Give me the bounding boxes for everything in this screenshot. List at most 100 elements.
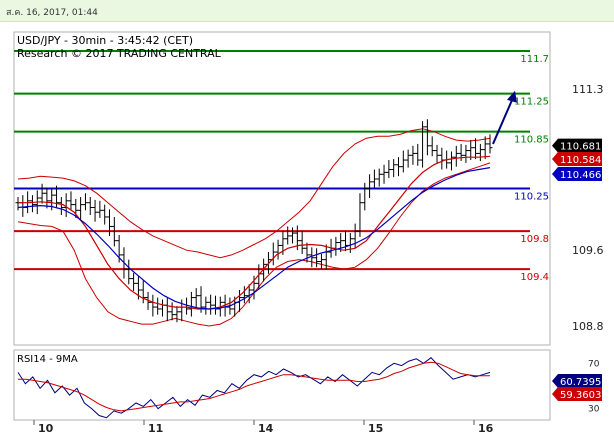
price-bar bbox=[78, 197, 84, 220]
price-bar bbox=[44, 187, 50, 209]
price-bar bbox=[386, 160, 392, 179]
price-bar bbox=[174, 306, 180, 323]
level-label-3: 110.25 bbox=[514, 192, 549, 203]
rsi-y-tick-label-1: 30 bbox=[588, 405, 600, 415]
price-bar bbox=[482, 136, 488, 160]
price-bar bbox=[434, 144, 440, 163]
price-bar bbox=[275, 239, 281, 260]
chart-subtitle: Research © 2017 TRADING CENTRAL bbox=[17, 47, 222, 60]
price-bar bbox=[420, 121, 426, 168]
level-label-0: 111.7 bbox=[520, 54, 549, 65]
price-bar bbox=[203, 296, 209, 315]
price-bar bbox=[338, 233, 344, 253]
price-bar bbox=[318, 253, 324, 270]
price-bar bbox=[314, 248, 320, 268]
price-bar bbox=[261, 258, 267, 282]
rsi-series-line-0 bbox=[17, 357, 491, 419]
price-bar bbox=[477, 143, 483, 161]
forecast-arrow-head bbox=[507, 90, 517, 103]
price-bar bbox=[343, 231, 349, 252]
price-bar bbox=[410, 145, 416, 165]
price-bar bbox=[448, 151, 454, 171]
level-label-5: 109.4 bbox=[520, 272, 549, 283]
level-label-1: 111.25 bbox=[514, 97, 549, 108]
ma-blue-line bbox=[17, 167, 491, 310]
price-bar bbox=[140, 280, 146, 304]
price-bar bbox=[299, 231, 305, 254]
price-bar bbox=[371, 169, 377, 188]
price-bar bbox=[39, 183, 45, 204]
price-tag-2-bg bbox=[552, 167, 602, 181]
price-tag-1-bg bbox=[552, 152, 602, 166]
price-bar bbox=[92, 199, 98, 222]
price-bar bbox=[473, 138, 479, 160]
price-bar bbox=[391, 159, 397, 178]
price-bar bbox=[68, 191, 74, 211]
x-tick-label-0: 10 bbox=[38, 422, 54, 435]
price-bar bbox=[285, 226, 291, 245]
price-bar bbox=[87, 197, 93, 216]
price-bar bbox=[29, 195, 35, 213]
price-bar bbox=[357, 193, 363, 237]
rsi-value-tag-1: 59.3603 bbox=[552, 387, 602, 401]
x-tick-label-3: 15 bbox=[368, 422, 383, 435]
price-bar bbox=[208, 294, 214, 315]
price-bar bbox=[290, 227, 296, 244]
upper-band-line bbox=[17, 128, 491, 259]
price-bar bbox=[131, 272, 137, 291]
rsi-value-tag-0-text: 60.7395 bbox=[560, 377, 601, 388]
forecast-arrow-shaft bbox=[492, 97, 514, 145]
ma-red-line bbox=[18, 155, 491, 310]
timestamp: ส.ค. 16, 2017, 01:44 bbox=[6, 8, 98, 18]
y-tick-label-1: 109.6 bbox=[572, 244, 604, 257]
price-bar bbox=[188, 291, 194, 317]
price-bar bbox=[241, 286, 247, 304]
price-bar bbox=[304, 242, 310, 263]
price-bar bbox=[169, 302, 175, 321]
price-bar bbox=[309, 247, 315, 268]
price-bar bbox=[453, 145, 459, 167]
price-bar bbox=[415, 143, 421, 166]
price-bar bbox=[97, 200, 103, 218]
price-bar bbox=[463, 144, 469, 163]
chart-title: USD/JPY - 30min - 3:45:42 (CET) bbox=[17, 34, 193, 47]
timestamp-bar: ส.ค. 16, 2017, 01:44 bbox=[0, 0, 614, 22]
price-bar bbox=[395, 157, 401, 177]
y-tick-label-0: 111.3 bbox=[572, 83, 604, 96]
price-bar bbox=[111, 216, 117, 247]
price-bar bbox=[126, 259, 132, 285]
price-tag-2: 110.466 bbox=[552, 167, 602, 181]
price-tag-1: 110.584 bbox=[552, 152, 602, 166]
rsi-value-tag-1-text: 59.3603 bbox=[560, 390, 601, 401]
price-bar bbox=[107, 209, 113, 236]
price-bar bbox=[102, 204, 108, 225]
price-bar bbox=[367, 174, 373, 198]
price-bar bbox=[82, 193, 88, 211]
level-label-4: 109.8 bbox=[520, 234, 549, 245]
price-bar bbox=[58, 197, 64, 216]
rsi-series-line-1 bbox=[18, 361, 490, 412]
price-bar bbox=[54, 185, 60, 209]
rsi-value-tag-1-bg bbox=[552, 387, 602, 401]
rsi-panel bbox=[13, 349, 551, 421]
price-bar bbox=[63, 193, 69, 217]
price-bar bbox=[155, 297, 161, 315]
price-bar bbox=[487, 134, 493, 154]
price-tag-0: 110.681 bbox=[552, 138, 602, 153]
y-tick-label-2: 108.8 bbox=[572, 320, 604, 333]
x-tick-label-1: 11 bbox=[148, 422, 163, 435]
x-tick-label-2: 14 bbox=[258, 422, 274, 435]
price-bar bbox=[362, 182, 368, 211]
rsi-y-tick-label-0: 70 bbox=[588, 359, 600, 369]
price-tag-2-text: 110.466 bbox=[560, 170, 601, 181]
rsi-value-tag-0-bg bbox=[552, 374, 602, 388]
price-tag-0-bg bbox=[552, 138, 602, 153]
x-tick-label-4: 16 bbox=[478, 422, 494, 435]
price-bar bbox=[193, 288, 199, 308]
rsi-title: RSI14 - 9MA bbox=[17, 354, 78, 365]
price-bar bbox=[400, 150, 406, 173]
price-tag-1-text: 110.584 bbox=[560, 155, 601, 166]
level-label-2: 110.85 bbox=[514, 135, 549, 146]
price-bar bbox=[352, 223, 358, 249]
